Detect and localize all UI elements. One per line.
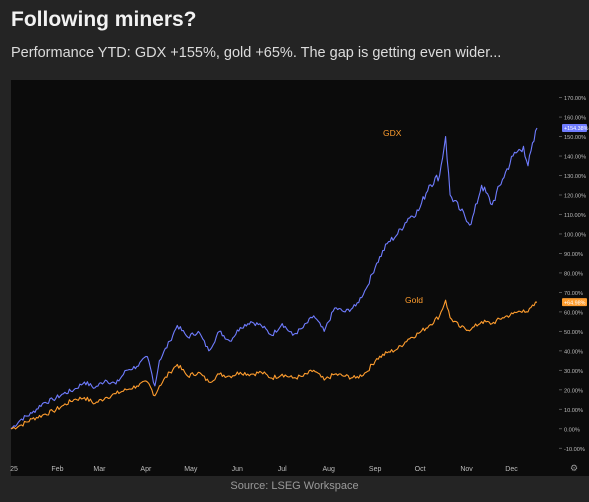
y-tick-label: 10.00% bbox=[564, 408, 583, 414]
y-tick-label: -10.00% bbox=[564, 447, 585, 453]
settings-gear-icon: ⚙ bbox=[570, 464, 578, 474]
x-tick-label: Mar bbox=[93, 466, 106, 473]
y-tick-label: 20.00% bbox=[564, 388, 583, 394]
y-tick-label: 60.00% bbox=[564, 310, 583, 316]
x-tick-label: Oct bbox=[415, 466, 426, 473]
x-tick-label: Dec bbox=[505, 466, 518, 473]
y-tick-label: 50.00% bbox=[564, 330, 583, 336]
y-tick-label: 30.00% bbox=[564, 369, 583, 375]
gold-series-label: Gold bbox=[405, 295, 423, 305]
x-tick-label: Jul bbox=[278, 466, 287, 473]
chart-title: Following miners? bbox=[11, 8, 197, 31]
gold-series-line bbox=[10, 299, 538, 430]
y-tick-label: 0.00% bbox=[564, 427, 580, 433]
y-tick-label: 90.00% bbox=[564, 252, 583, 258]
y-tick-label: 170.00% bbox=[564, 96, 586, 102]
chart-subtitle: Performance YTD: GDX +155%, gold +65%. T… bbox=[11, 45, 502, 61]
y-tick-label: 120.00% bbox=[564, 193, 586, 199]
plot-background bbox=[11, 80, 589, 476]
x-tick-label: Apr bbox=[140, 466, 152, 473]
y-tick-label: 110.00% bbox=[564, 213, 586, 219]
y-tick-label: 150.00% bbox=[564, 135, 586, 141]
x-tick-label: Sep bbox=[369, 466, 382, 473]
x-tick-label: Feb bbox=[51, 466, 63, 473]
x-tick-label: May bbox=[184, 466, 198, 473]
y-tick-label: 40.00% bbox=[564, 349, 583, 355]
gold-last-value-badge bbox=[562, 298, 587, 307]
y-tick-label: 130.00% bbox=[564, 174, 586, 180]
gold-last-value-label: +64.98% bbox=[564, 300, 586, 306]
gdx-last-value-label: +154.38% bbox=[564, 126, 589, 132]
source-note: Source: LSEG Workspace bbox=[230, 480, 359, 492]
x-tick-label: Jun bbox=[232, 466, 243, 473]
y-tick-label: 100.00% bbox=[564, 232, 586, 238]
y-tick-label: 70.00% bbox=[564, 291, 583, 297]
gdx-series-label: GDX bbox=[383, 128, 402, 138]
y-tick-label: 140.00% bbox=[564, 155, 586, 161]
y-tick-label: 160.00% bbox=[564, 116, 586, 122]
gdx-last-value-badge bbox=[562, 124, 587, 133]
x-tick-label: Nov bbox=[460, 466, 473, 473]
gdx-series-line bbox=[10, 127, 538, 430]
x-tick-label: Aug bbox=[322, 466, 335, 473]
x-tick-label: 25 bbox=[10, 466, 18, 473]
y-tick-label: 80.00% bbox=[564, 271, 583, 277]
